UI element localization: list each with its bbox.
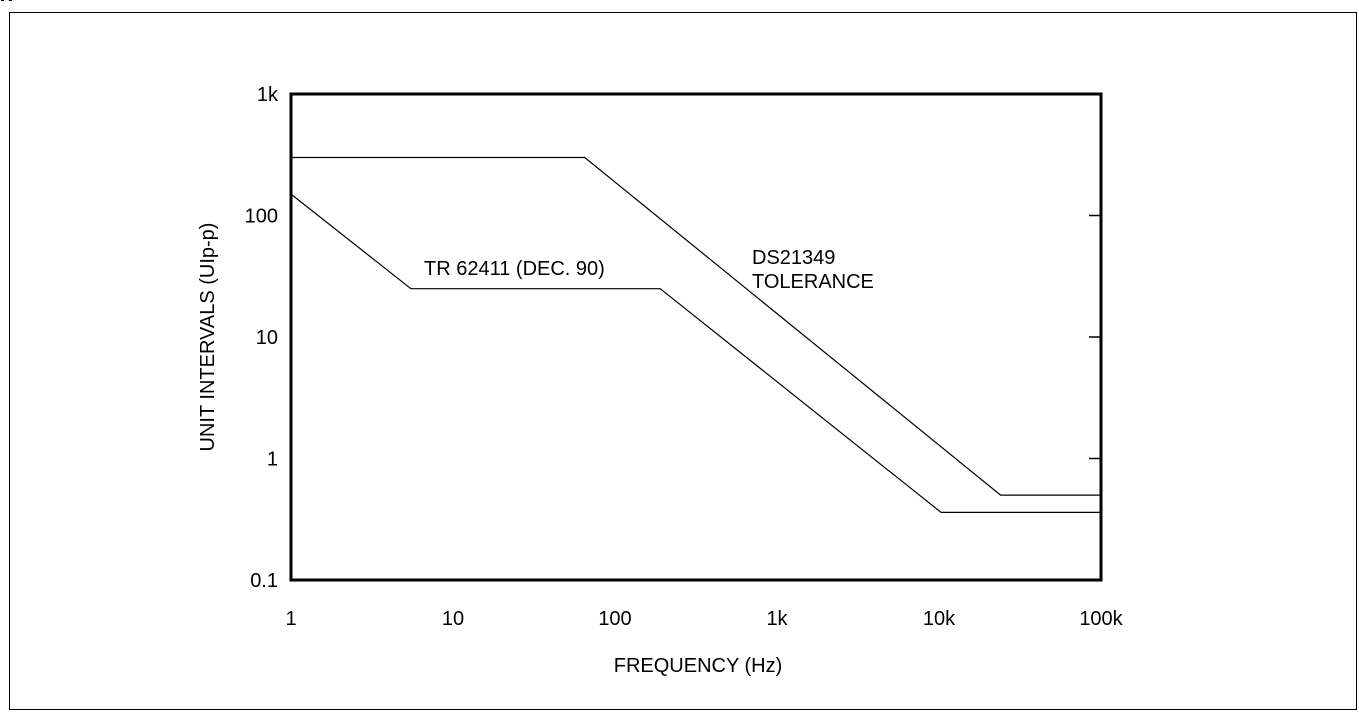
series-line-ds21349 xyxy=(291,156,1101,496)
x-tick-label: 100k xyxy=(1079,608,1123,630)
x-tick-label: 1k xyxy=(766,608,788,630)
figure-title-fragment: g xyxy=(0,0,13,1)
y-axis-ticks xyxy=(1089,214,1101,460)
x-axis-tick-labels: 1 10 100 1k 10k 100k xyxy=(285,608,1123,630)
y-tick-label: 100 xyxy=(245,206,278,228)
annotation-ds21349-line1: DS21349 xyxy=(752,247,835,269)
x-tick-label: 1 xyxy=(285,608,296,630)
x-axis-label: FREQUENCY (Hz) xyxy=(614,655,783,677)
x-tick-label: 10k xyxy=(923,608,956,630)
y-tick-label: 0.1 xyxy=(250,570,278,592)
series-lines xyxy=(290,156,1101,514)
x-tick-label: 100 xyxy=(598,608,631,630)
y-axis-tick-labels: 0.1 1 10 100 1k xyxy=(245,84,279,592)
y-tick-label: 1k xyxy=(257,84,279,106)
y-tick-label: 10 xyxy=(256,327,278,349)
y-axis-label: UNIT INTERVALS (UIp-p) xyxy=(197,223,219,452)
plot-area xyxy=(289,92,1103,582)
y-tick-label: 1 xyxy=(267,449,278,471)
series-line-tr62411 xyxy=(290,193,1101,514)
annotation-tr62411: TR 62411 (DEC. 90) xyxy=(424,258,605,280)
annotation-ds21349-line2: TOLERANCE xyxy=(752,271,874,293)
figure-frame xyxy=(9,12,1357,710)
x-tick-label: 10 xyxy=(442,608,464,630)
annotation-ds21349: DS21349 TOLERANCE xyxy=(752,247,874,293)
